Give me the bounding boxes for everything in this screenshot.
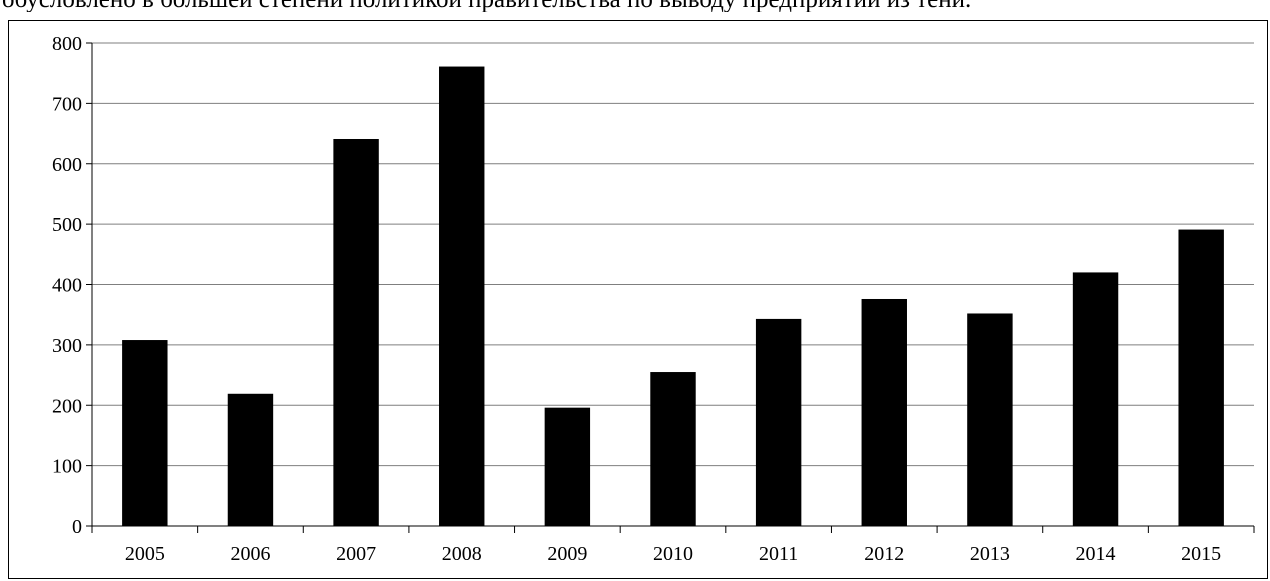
y-tick-label: 0	[72, 516, 82, 538]
gridlines	[92, 42, 1254, 467]
y-tick-label: 200	[52, 395, 82, 417]
y-tick-label: 700	[52, 93, 82, 115]
x-tick-label: 2011	[759, 543, 798, 565]
y-tick-label: 800	[52, 33, 82, 55]
tick-labels: 0 100 200 300 400 500 600 700 800 2005 2006 2007 200…	[52, 33, 1221, 565]
body-text-line: обусловлено в большей степени политикой …	[2, 0, 1268, 12]
bar-2008	[439, 66, 485, 526]
y-tick-label: 100	[52, 456, 82, 478]
y-tick-label: 300	[52, 335, 82, 357]
x-tick-label: 2008	[442, 543, 482, 565]
y-tick-label: 600	[52, 154, 82, 176]
bar-2013	[967, 313, 1013, 526]
axes	[86, 42, 1255, 533]
chart-frame: 0 100 200 300 400 500 600 700 800 2005 2006 2007 200…	[8, 20, 1268, 579]
x-tick-label: 2010	[653, 543, 693, 565]
y-tick-label: 400	[52, 275, 82, 297]
bar-2006	[227, 393, 274, 526]
bar-2009	[544, 407, 591, 526]
x-tick-label: 2015	[1181, 543, 1221, 565]
bar-2010	[650, 372, 696, 526]
x-tick-label: 2005	[125, 543, 165, 565]
x-tick-label: 2013	[970, 543, 1010, 565]
y-tick-label: 500	[52, 214, 82, 236]
x-tick-label: 2007	[336, 543, 376, 565]
x-tick-label: 2014	[1076, 543, 1116, 565]
x-tick-label: 2012	[864, 543, 904, 565]
bar-2011	[755, 318, 802, 526]
x-tick-label: 2009	[547, 543, 587, 565]
bar-2014	[1072, 272, 1119, 526]
bar-chart: 0 100 200 300 400 500 600 700 800 2005 2006 2007 200…	[52, 33, 1255, 565]
bar-2012	[861, 298, 907, 526]
x-tick-label: 2006	[230, 543, 270, 565]
bar-2007	[333, 138, 379, 526]
bars	[122, 66, 1224, 526]
bar-2005	[122, 340, 168, 526]
bar-2015	[1178, 229, 1224, 526]
